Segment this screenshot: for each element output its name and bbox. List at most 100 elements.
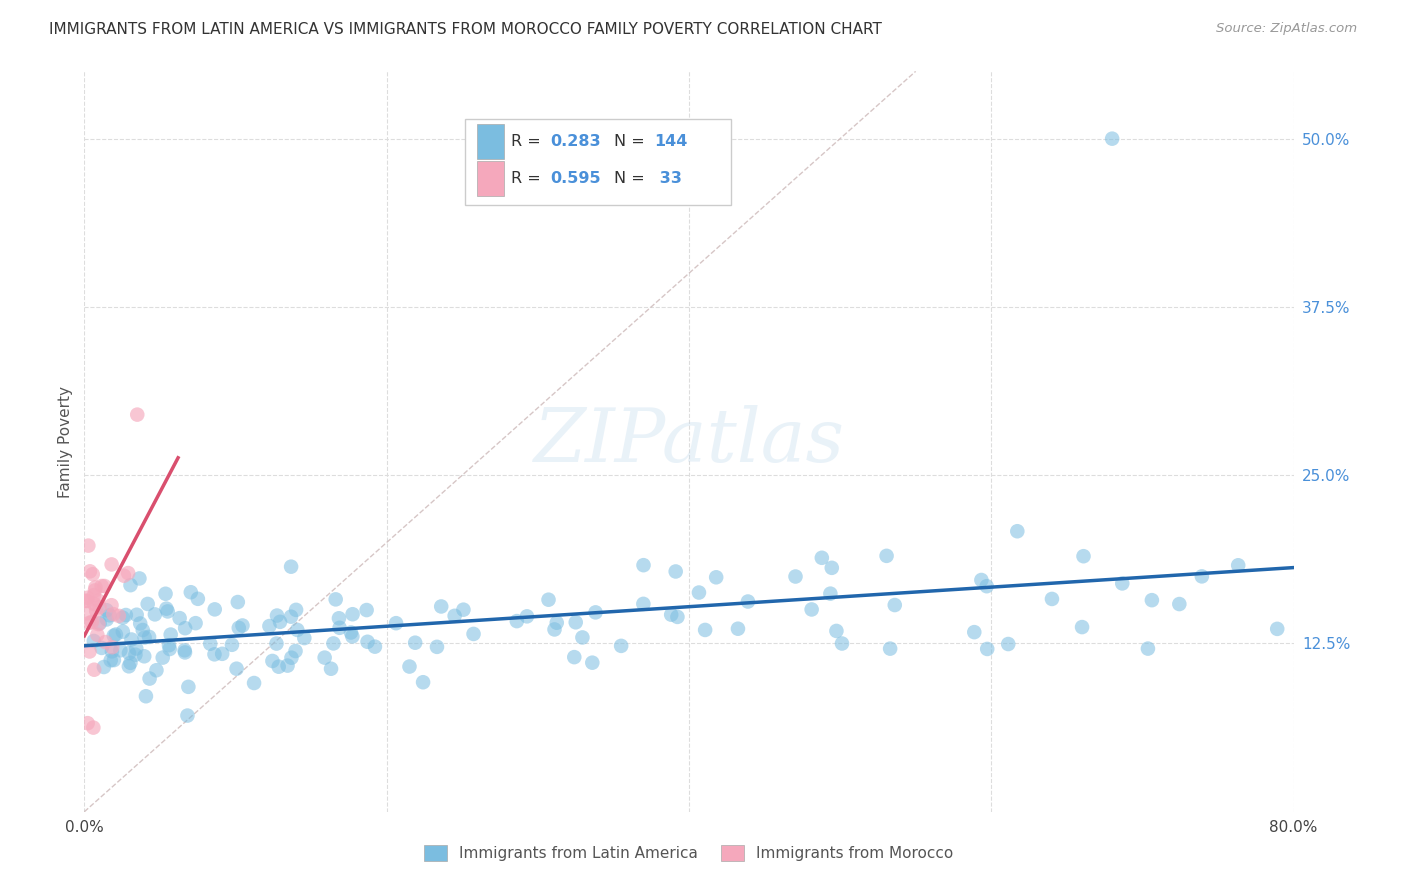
Point: [564, 615, 586, 630]
Point: [83, 588, 105, 602]
Point: [785, 569, 807, 583]
Text: IMMIGRANTS FROM LATIN AMERICA VS IMMIGRANTS FROM MOROCCO FAMILY POVERTY CORRELAT: IMMIGRANTS FROM LATIN AMERICA VS IMMIGRA…: [49, 22, 882, 37]
Point: [94, 635, 117, 649]
Point: [90, 579, 112, 593]
Point: [87, 593, 110, 607]
Point: [516, 609, 538, 624]
Point: [115, 607, 138, 622]
Point: [89, 600, 111, 615]
Point: [112, 568, 135, 582]
Point: [262, 654, 284, 668]
Point: [103, 607, 125, 621]
Point: [124, 648, 146, 662]
Point: [200, 637, 222, 651]
Point: [120, 656, 142, 670]
Point: [228, 621, 250, 635]
Point: [118, 646, 141, 660]
Text: ZIPatlas: ZIPatlas: [533, 405, 845, 478]
Point: [226, 595, 249, 609]
Point: [184, 616, 207, 631]
Point: [96, 612, 118, 626]
Point: [132, 623, 155, 637]
Point: [266, 636, 288, 650]
Point: [159, 627, 181, 641]
Point: [156, 604, 179, 618]
Point: [101, 644, 124, 658]
Point: [581, 656, 603, 670]
Point: [325, 592, 347, 607]
Point: [665, 565, 688, 579]
Point: [543, 623, 565, 637]
Point: [104, 627, 127, 641]
Point: [285, 623, 308, 637]
Point: [83, 634, 105, 648]
Text: 0.283: 0.283: [550, 134, 600, 149]
Text: 33: 33: [654, 171, 682, 186]
Point: [463, 627, 485, 641]
Point: [821, 561, 844, 575]
Point: [585, 606, 607, 620]
Point: [997, 637, 1019, 651]
Point: [111, 624, 134, 639]
Point: [100, 598, 122, 612]
Point: [1007, 524, 1029, 539]
FancyBboxPatch shape: [465, 120, 731, 204]
Point: [356, 603, 378, 617]
Point: [80, 615, 103, 629]
Point: [666, 610, 689, 624]
Point: [79, 615, 101, 630]
Point: [970, 573, 993, 587]
Legend: Immigrants from Latin America, Immigrants from Morocco: Immigrants from Latin America, Immigrant…: [418, 838, 960, 867]
Point: [404, 636, 426, 650]
Point: [688, 585, 710, 599]
Point: [143, 607, 166, 622]
Point: [876, 549, 898, 563]
Point: [127, 408, 149, 422]
Point: [136, 597, 159, 611]
Point: [76, 594, 98, 608]
Point: [1140, 593, 1163, 607]
Point: [174, 621, 197, 635]
Point: [571, 631, 593, 645]
Point: [506, 614, 529, 628]
Point: [157, 638, 180, 652]
Point: [87, 617, 110, 632]
Point: [86, 628, 108, 642]
Point: [811, 550, 834, 565]
Point: [145, 663, 167, 677]
Point: [285, 603, 308, 617]
Point: [101, 640, 124, 655]
Point: [134, 631, 156, 645]
Point: [267, 659, 290, 673]
Y-axis label: Family Poverty: Family Poverty: [58, 385, 73, 498]
Point: [79, 644, 101, 658]
Point: [103, 653, 125, 667]
Point: [221, 638, 243, 652]
Point: [134, 649, 156, 664]
Point: [225, 662, 247, 676]
Point: [453, 603, 475, 617]
Point: [93, 579, 115, 593]
Point: [356, 634, 378, 648]
Point: [89, 616, 111, 631]
Point: [100, 653, 122, 667]
Point: [385, 616, 408, 631]
Point: [292, 631, 315, 645]
Point: [328, 611, 350, 625]
Point: [76, 607, 98, 621]
Text: N =: N =: [614, 171, 650, 186]
Point: [138, 630, 160, 644]
Point: [280, 559, 302, 574]
Point: [342, 607, 364, 622]
Point: [211, 647, 233, 661]
Point: [93, 660, 115, 674]
Text: 0.595: 0.595: [550, 171, 600, 186]
Point: [695, 623, 717, 637]
Text: R =: R =: [512, 171, 546, 186]
Point: [1168, 597, 1191, 611]
Point: [277, 658, 299, 673]
Text: 144: 144: [654, 134, 688, 149]
Point: [103, 629, 125, 643]
Point: [98, 608, 121, 623]
Point: [96, 603, 118, 617]
